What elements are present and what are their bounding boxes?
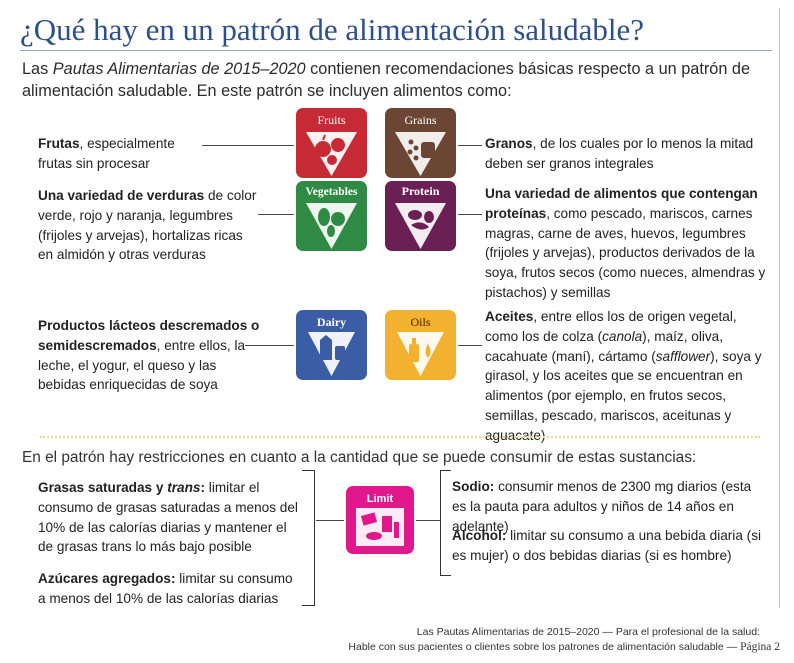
protein-icon: Protein xyxy=(385,181,456,251)
title-divider xyxy=(20,50,772,51)
added-sugars-description: Azúcares agregados: limitar su consumo a… xyxy=(38,569,300,609)
oils-canola: canola xyxy=(602,328,643,344)
oils-icon: Oils xyxy=(385,310,456,380)
intro-text-after: contienen recomendaciones básicas respec… xyxy=(22,60,751,100)
footer-line-2: Hable con sus pacientes o clientes sobre… xyxy=(300,641,780,653)
grains-connector xyxy=(458,145,482,146)
fruits-connector xyxy=(202,145,294,146)
right-bracket xyxy=(440,470,451,576)
left-bracket xyxy=(302,470,315,606)
section-divider xyxy=(40,436,760,438)
fruits-description: Frutas, especialmente frutas sin procesa… xyxy=(38,134,198,174)
saturated-fats-trans: trans xyxy=(167,480,201,495)
vegetables-icon-label: Vegetables xyxy=(306,186,358,198)
sodium-text: consumir menos de 2300 mg diarios (esta … xyxy=(452,479,752,534)
saturated-fats-bold: Grasas saturadas y trans: xyxy=(38,480,205,495)
protein-connector xyxy=(458,214,482,215)
oils-bold: Aceites xyxy=(485,309,534,324)
saturated-fats-description: Grasas saturadas y trans: limitar el con… xyxy=(38,478,300,557)
dairy-text: , entre ellos, la leche, el yogur, el qu… xyxy=(38,337,246,393)
oils-connector xyxy=(458,345,482,346)
dairy-bold: Productos lácteos descremados o semidesc… xyxy=(38,318,260,353)
saturated-fats-text: limitar el consumo de grasas saturadas a… xyxy=(38,480,298,555)
protein-icon-label: Protein xyxy=(402,184,440,198)
fruits-icon-label: Fruits xyxy=(317,113,345,127)
right-rule xyxy=(779,8,780,608)
sodium-bold: Sodio: xyxy=(452,479,495,494)
oils-text-1: , entre ellos los de origen vegetal, com… xyxy=(485,309,737,344)
oils-description: Aceites, entre ellos los de origen veget… xyxy=(485,307,770,446)
fruits-text: , especialmente frutas sin procesar xyxy=(38,136,175,171)
grains-icon: Grains xyxy=(385,108,456,178)
vegetables-bold: Una variedad de verduras xyxy=(38,188,205,203)
alcohol-description: Alcohol: limitar su consumo a una bebida… xyxy=(452,526,762,566)
grains-description: Granos, de los cuales por lo menos la mi… xyxy=(485,134,765,174)
oils-icon-label: Oils xyxy=(410,315,430,329)
vegetables-connector xyxy=(258,214,294,215)
alcohol-text: limitar su consumo a una bebida diaria (… xyxy=(452,528,762,563)
oils-safflower: safflower xyxy=(655,348,711,364)
protein-bold: Una variedad de alimentos que contengan … xyxy=(485,186,758,221)
page-number: Página 2 xyxy=(740,641,780,653)
vegetables-text: de color verde, rojo y naranja, legumbre… xyxy=(38,188,257,263)
protein-text: , como pescado, mariscos, carnes magras,… xyxy=(485,205,766,300)
saturated-fats-bold-2: : xyxy=(200,480,206,495)
vegetables-description: Una variedad de verduras de color verde,… xyxy=(38,186,260,265)
oils-text-2: ), maíz, oliva, cacahuate (maní), cártam… xyxy=(485,328,723,364)
dairy-icon-label: Dairy xyxy=(317,315,346,329)
limit-icon: Limit xyxy=(346,486,414,554)
footer-line-1: Las Pautas Alimentarias de 2015–2020 — P… xyxy=(416,626,760,638)
restrictions-heading: En el patrón hay restricciones en cuanto… xyxy=(22,449,697,466)
left-bracket-connector xyxy=(316,520,344,521)
vegetables-icon: Vegetables xyxy=(296,181,367,251)
sodium-description: Sodio: consumir menos de 2300 mg diarios… xyxy=(452,477,762,536)
saturated-fats-bold-1: Grasas saturadas y xyxy=(38,480,168,495)
added-sugars-text: limitar su consumo a menos del 10% de la… xyxy=(38,571,293,606)
fruits-bold: Frutas xyxy=(38,136,80,151)
page-title: ¿Qué hay en un patrón de alimentación sa… xyxy=(20,12,645,47)
intro-guidelines-title: Pautas Alimentarias de 2015–2020 xyxy=(52,60,306,78)
protein-description: Una variedad de alimentos que contengan … xyxy=(485,184,770,303)
grains-icon-label: Grains xyxy=(405,113,437,127)
limit-icon-label: Limit xyxy=(367,493,394,505)
fruits-icon: Fruits xyxy=(296,108,367,178)
dairy-description: Productos lácteos descremados o semidesc… xyxy=(38,316,260,395)
dairy-connector xyxy=(245,345,294,346)
oils-text-3: ), soya y girasol, y los aceites que se … xyxy=(485,348,762,443)
added-sugars-bold: Azúcares agregados: xyxy=(38,571,176,586)
intro-paragraph: Las Pautas Alimentarias de 2015–2020 con… xyxy=(22,58,772,102)
intro-text-before: Las xyxy=(22,60,53,78)
alcohol-bold: Alcohol: xyxy=(452,528,507,543)
grains-bold: Granos xyxy=(485,136,533,151)
footer-line-2-text: Hable con sus pacientes o clientes sobre… xyxy=(348,641,738,653)
right-bracket-connector xyxy=(416,520,440,521)
dairy-icon: Dairy xyxy=(296,310,367,380)
grains-text: , de los cuales por lo menos la mitad de… xyxy=(485,136,754,171)
